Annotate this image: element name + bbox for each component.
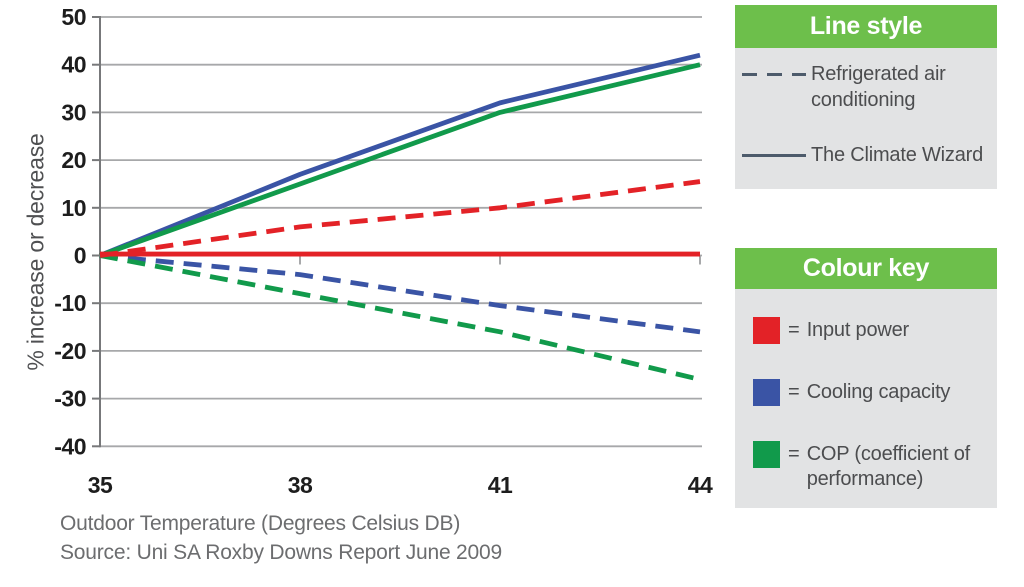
legend-row-climate-wizard: The Climate Wizard — [742, 143, 989, 169]
series-refrigerated-ac-cooling-capacity — [99, 253, 701, 335]
equals-sign: = — [788, 443, 800, 465]
equals-sign: = — [788, 381, 800, 403]
y-tick-label: 40 — [61, 52, 86, 78]
solid-line-sample — [742, 154, 806, 158]
colour-key-row-cop: = COP (coefficient of performance) — [753, 441, 987, 492]
y-tick-label: 30 — [61, 99, 86, 125]
line-style-legend-title: Line style — [735, 5, 997, 48]
y-axis-title: % increase or decrease — [22, 133, 49, 371]
input-power-swatch — [753, 317, 780, 344]
legend-row-refrigerated-ac: Refrigerated air conditioning — [742, 62, 989, 113]
y-tick-label: -30 — [54, 386, 86, 412]
colour-key-row-input-power: = Input power — [753, 317, 987, 344]
series-climate-wizard-cop — [99, 62, 701, 258]
colour-key-legend-body: = Input power = Cooling capacity = COP (… — [735, 289, 997, 492]
y-tick-label: 20 — [61, 147, 86, 173]
line-style-legend: Line style Refrigerated air conditioning… — [735, 5, 997, 189]
dashed-line-sample — [742, 73, 806, 76]
x-axis-title: Outdoor Temperature (Degrees Celsius DB) — [60, 512, 461, 535]
y-tick-label: -10 — [54, 290, 86, 316]
y-tick-label: -20 — [54, 338, 86, 364]
series-refrigerated-ac-cop — [99, 253, 701, 382]
series-refrigerated-ac-input-power — [99, 179, 701, 258]
line-style-legend-body: Refrigerated air conditioning The Climat… — [735, 48, 997, 169]
y-tick-label: 50 — [61, 4, 86, 30]
colour-key-label: COP (coefficient of performance) — [806, 443, 971, 490]
y-tick-label: 10 — [61, 195, 86, 221]
legend-row-label: Refrigerated air conditioning — [811, 63, 946, 111]
y-tick-label: -40 — [54, 433, 86, 459]
y-tick-label: 0 — [74, 243, 86, 269]
series-climate-wizard-cooling-capacity — [99, 52, 701, 258]
equals-sign: = — [788, 319, 800, 341]
x-tick-label: 35 — [88, 472, 113, 498]
source-note: Source: Uni SA Roxby Downs Report June 2… — [60, 541, 502, 564]
x-tick-label: 41 — [488, 472, 513, 498]
colour-key-label: Cooling capacity — [806, 381, 951, 403]
colour-key-label: Input power — [806, 319, 910, 341]
cooling-capacity-swatch — [753, 379, 780, 406]
colour-key-legend-title: Colour key — [735, 248, 997, 289]
x-tick-label: 38 — [288, 472, 313, 498]
colour-key-legend: Colour key = Input power = Cooling capac… — [735, 248, 997, 508]
legend-row-label: The Climate Wizard — [811, 144, 983, 167]
colour-key-row-cooling-capacity: = Cooling capacity — [753, 379, 987, 406]
x-tick-label: 44 — [688, 472, 713, 498]
cop-swatch — [753, 441, 780, 468]
